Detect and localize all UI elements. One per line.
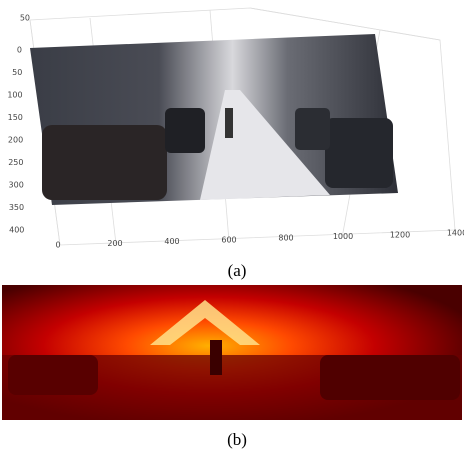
caption: (b) (227, 430, 247, 449)
x-tick-label: 1000 (333, 232, 353, 241)
x-tick-label: 1400 (447, 229, 464, 238)
caption: (a) (228, 261, 247, 280)
y-tick-label: 100 (7, 91, 22, 100)
y-tick-label: 150 (8, 113, 23, 122)
x-tick-label: 600 (221, 235, 236, 244)
depth-map (2, 285, 462, 420)
y-tick-label: 200 (8, 136, 23, 145)
z-tick-label: 50 (20, 14, 30, 23)
y-tick-label: 350 (9, 203, 24, 212)
x-tick-label: 0 (55, 241, 60, 250)
y-tick-label: 300 (9, 181, 24, 190)
y-tick-label: 50 (12, 68, 22, 77)
street-image (30, 34, 398, 205)
x-tick-label: 1200 (390, 230, 410, 239)
x-tick-label: 400 (164, 237, 179, 246)
y-tick-label: 250 (8, 158, 23, 167)
y-tick-label: 0 (17, 46, 22, 55)
x-tick-label: 200 (107, 239, 122, 248)
figure: (a) (b) 50 0 50 100 150 200 250 300 350 400 0 200 40… (0, 0, 464, 459)
y-tick-label: 400 (9, 226, 24, 235)
x-tick-label: 800 (278, 234, 293, 243)
